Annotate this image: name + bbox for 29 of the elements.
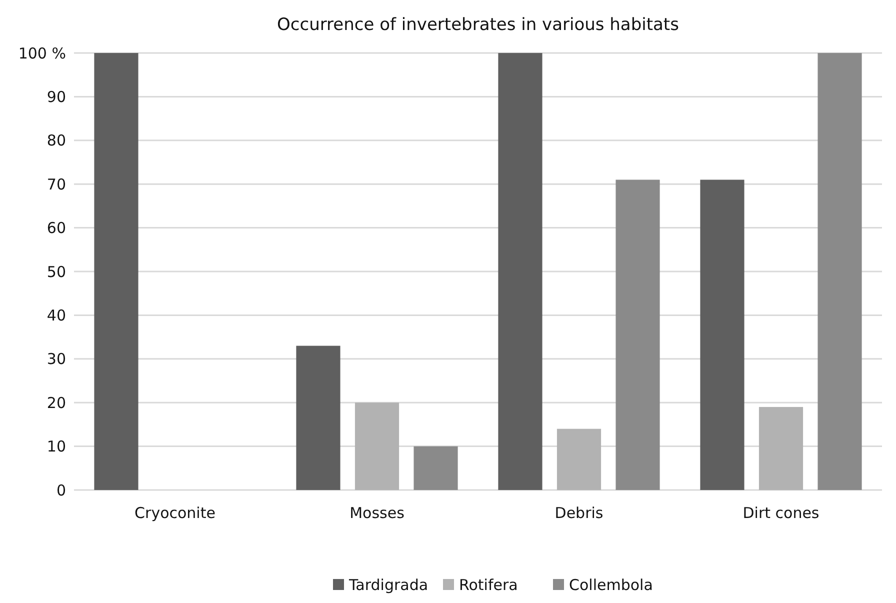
bar <box>498 53 542 490</box>
legend-label: Collembola <box>569 576 653 594</box>
bar <box>616 180 660 490</box>
bar <box>94 53 138 490</box>
y-tick-label: 20 <box>46 394 66 412</box>
bar <box>818 53 862 490</box>
y-tick-label: 80 <box>46 132 66 150</box>
y-tick-label: 100 % <box>18 44 66 62</box>
bar <box>700 180 744 490</box>
bar <box>556 428 602 490</box>
y-tick-label: 50 <box>46 262 66 281</box>
bar <box>414 446 458 490</box>
bar <box>296 346 340 490</box>
legend-label: Rotifera <box>459 576 518 594</box>
y-tick-label: 10 <box>46 438 66 456</box>
y-tick-label: 30 <box>46 350 66 368</box>
y-tick-label: 40 <box>46 306 66 324</box>
legend-label: Tardigrada <box>348 576 428 594</box>
y-tick-label: 0 <box>56 481 66 500</box>
x-tick-label: Debris <box>554 504 604 522</box>
y-tick-label: 60 <box>46 219 66 238</box>
chart-title: Occurrence of invertebrates in various habitats <box>277 15 680 35</box>
bar <box>758 406 804 490</box>
x-tick-label: Mosses <box>350 504 405 522</box>
x-tick-label: Cryoconite <box>134 504 216 522</box>
x-tick-label: Dirt cones <box>742 504 820 522</box>
y-tick-label: 70 <box>46 175 66 194</box>
y-tick-label: 90 <box>46 88 66 106</box>
bar <box>354 402 400 490</box>
